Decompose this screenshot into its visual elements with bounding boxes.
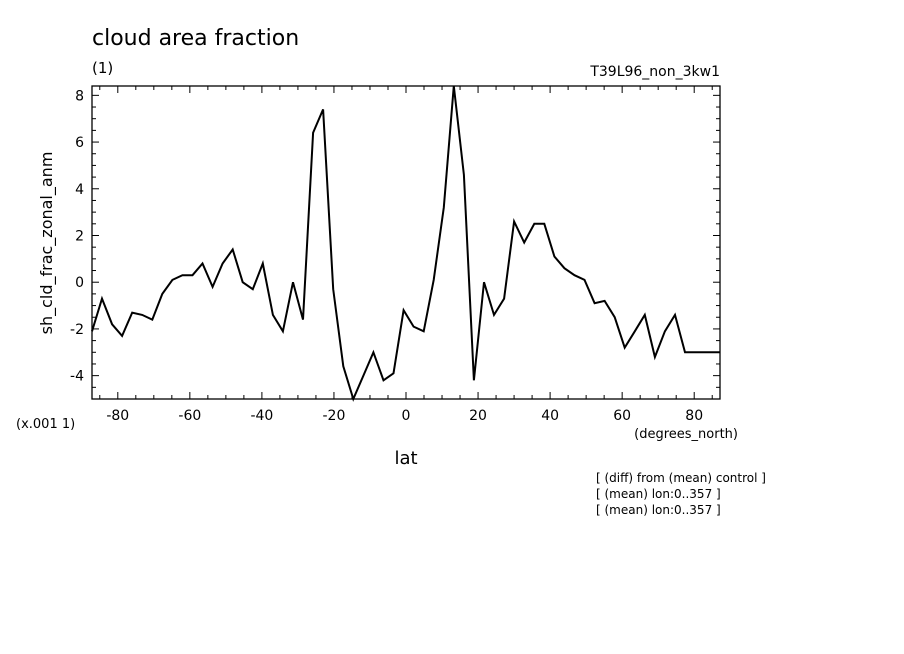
y-tick-label: 6 <box>75 135 84 151</box>
y-tick-label: 4 <box>75 182 84 198</box>
x-axis-label: lat <box>394 448 417 469</box>
y-tick-label: 2 <box>75 228 84 244</box>
y-tick-label: -4 <box>70 369 84 385</box>
x-tick-label: 0 <box>402 408 411 424</box>
chart-title: cloud area fraction <box>92 26 299 51</box>
annotation-lon-2: [ (mean) lon:0..357 ] <box>596 503 721 517</box>
run-label: T39L96_non_3kw1 <box>589 64 720 80</box>
x-tick-label: 20 <box>469 408 487 424</box>
annotation-diff: [ (diff) from (mean) control ] <box>596 471 766 485</box>
units-label: (1) <box>92 59 113 77</box>
series-group <box>91 85 720 402</box>
y-tick-label: 8 <box>75 88 84 104</box>
annotation-lon-1: [ (mean) lon:0..357 ] <box>596 487 721 501</box>
y-tick-label: -2 <box>70 322 84 338</box>
series-line <box>91 85 720 402</box>
plot-frame <box>91 85 721 400</box>
x-tick-label: 40 <box>541 408 559 424</box>
x-tick-label: -20 <box>323 408 346 424</box>
x-axis-units: (degrees_north) <box>634 427 738 442</box>
x-tick-label: -80 <box>106 408 129 424</box>
x-tick-label: 60 <box>613 408 631 424</box>
x-tick-label: -60 <box>178 408 201 424</box>
axis-ticks <box>92 86 720 400</box>
y-tick-label: 0 <box>75 275 84 291</box>
y-scale-note: (x.001 1) <box>16 417 75 432</box>
y-axis-label: sh_cld_frac_zonal_anm <box>37 152 57 335</box>
x-tick-label: 80 <box>685 408 703 424</box>
x-tick-label: -40 <box>250 408 273 424</box>
